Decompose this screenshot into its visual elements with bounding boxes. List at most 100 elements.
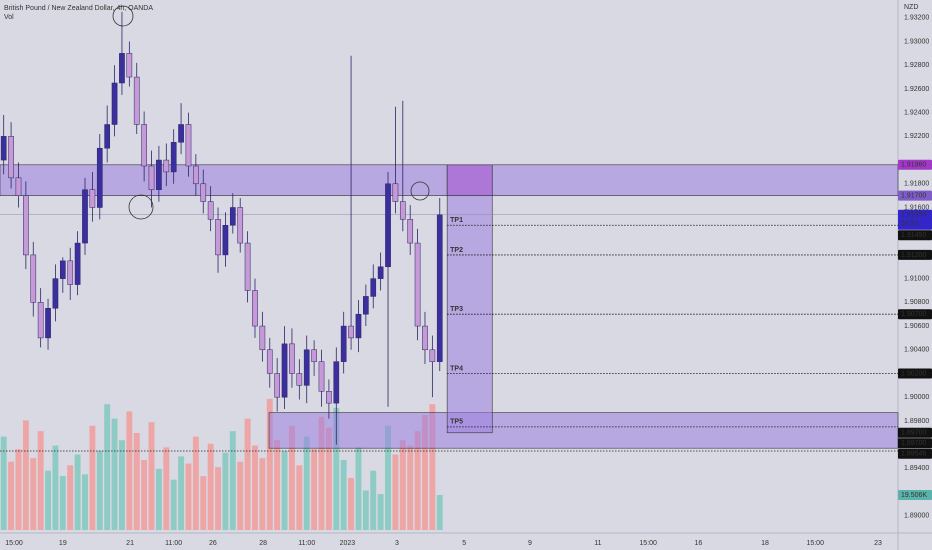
- candle-body: [259, 325, 266, 351]
- candle-body: [222, 225, 229, 256]
- volume-bar: [318, 416, 325, 530]
- volume-bar: [281, 450, 288, 530]
- candle-body: [422, 325, 428, 351]
- y-tick-label: 1.90000: [904, 394, 929, 401]
- x-tick-label: 11: [594, 540, 601, 547]
- volume-bar: [8, 461, 15, 530]
- y-tick-label: 1.92600: [904, 86, 929, 93]
- candle-body: [252, 290, 258, 327]
- candle-body: [377, 266, 384, 279]
- zone: [268, 412, 899, 449]
- candle-body: [407, 219, 414, 244]
- volume-bar: [96, 450, 103, 530]
- y-tick-label: 1.93000: [904, 38, 929, 45]
- volume-bar: [37, 431, 44, 530]
- price-label: 1.89700: [901, 440, 926, 447]
- candle-body: [45, 308, 51, 339]
- volume-bar: [229, 431, 236, 530]
- price-label: 1.90200: [901, 370, 926, 377]
- annotation-circle: [128, 194, 154, 220]
- volume-bar: [59, 476, 66, 530]
- x-tick-label: 11:00: [298, 540, 315, 547]
- candle-body: [266, 349, 273, 374]
- volume-bar: [126, 411, 133, 530]
- volume-bar: [288, 425, 295, 530]
- candle-body: [355, 313, 362, 339]
- y-tick-label: 1.93200: [904, 15, 929, 22]
- volume-bar: [296, 465, 303, 530]
- candle-body: [67, 260, 74, 285]
- candle-body: [289, 343, 295, 374]
- x-tick-label: 11:00: [165, 540, 182, 547]
- x-tick-label: 2023: [340, 540, 356, 547]
- volume-bar: [67, 465, 74, 530]
- candle-body: [141, 124, 147, 167]
- zone: [446, 164, 493, 196]
- volume-bar: [325, 427, 332, 530]
- volume-bar: [392, 454, 399, 530]
- candle-body: [363, 296, 369, 315]
- volume-bar: [311, 449, 318, 530]
- x-tick-label: 3: [395, 540, 399, 547]
- candle-body: [392, 183, 399, 202]
- candle-body: [370, 278, 377, 297]
- annotation-circle: [410, 181, 430, 201]
- candle-body: [385, 183, 391, 268]
- volume-bar: [422, 415, 428, 530]
- countdown: 34:53: [901, 221, 919, 228]
- volume-bar: [89, 425, 96, 530]
- volume-bar: [15, 449, 22, 530]
- volume-bar: [414, 431, 421, 530]
- y-tick-label: 1.91600: [904, 204, 929, 211]
- candle-body: [59, 260, 66, 279]
- candle-body: [237, 207, 244, 244]
- y-tick-label: 1.92200: [904, 133, 929, 140]
- candle-body: [178, 124, 184, 143]
- candle-body: [156, 159, 162, 190]
- candle-body: [333, 361, 340, 404]
- volume-label: 19.506K: [901, 492, 927, 499]
- volume-title: Vol: [4, 14, 14, 21]
- candle-body: [37, 302, 44, 339]
- candle-body: [281, 343, 288, 398]
- x-tick-label: 16: [695, 540, 703, 547]
- candle-body: [207, 201, 214, 220]
- volume-bar: [385, 425, 391, 530]
- volume-bar: [185, 463, 192, 530]
- volume-bar: [266, 398, 273, 530]
- volume-bar: [429, 404, 436, 530]
- volume-bar: [259, 458, 266, 530]
- volume-bar: [118, 440, 125, 530]
- x-tick-label: 15:00: [5, 540, 23, 547]
- volume-bar: [74, 454, 81, 530]
- volume-bar: [148, 422, 155, 530]
- volume-bar: [252, 445, 258, 530]
- x-tick-label: 18: [761, 540, 769, 547]
- volume-bar: [192, 436, 199, 530]
- price-label-box: [898, 249, 932, 260]
- volume-bar: [370, 470, 377, 530]
- y-tick-label: 1.89000: [904, 513, 929, 520]
- volume-bar: [333, 407, 340, 530]
- candle-body: [133, 76, 140, 125]
- price-label: 1.91539: [901, 212, 926, 219]
- candle-body: [215, 219, 221, 256]
- candle-body: [318, 361, 325, 392]
- volume-bar: [244, 418, 251, 530]
- volume-bar: [274, 440, 281, 530]
- candle-body: [326, 391, 332, 404]
- candle-body: [303, 349, 310, 386]
- volume-label-box: [898, 489, 932, 500]
- price-label-box: [898, 230, 932, 241]
- candle-body: [30, 254, 37, 303]
- volume-bar: [355, 447, 362, 530]
- candle-body: [0, 136, 7, 161]
- price-label-box: [898, 448, 932, 459]
- volume-bar: [141, 459, 148, 530]
- x-tick-label: 15:00: [806, 540, 824, 547]
- volume-bar: [45, 470, 51, 530]
- candle-body: [52, 278, 59, 309]
- y-tick-label: 1.89400: [904, 465, 929, 472]
- volume-bar: [170, 479, 177, 530]
